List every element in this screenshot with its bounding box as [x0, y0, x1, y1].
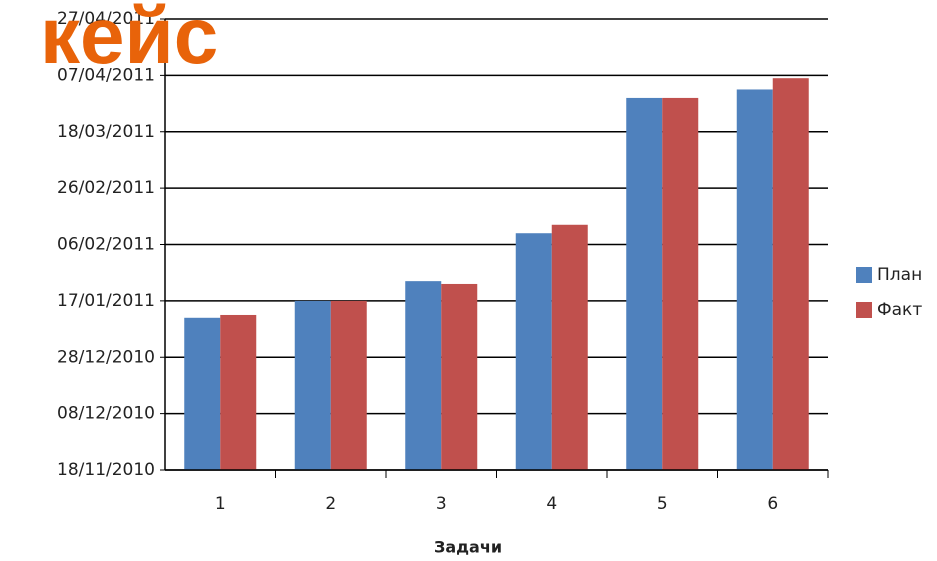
y-tick-label: 07/04/2011	[57, 65, 155, 85]
y-tick-label: 06/02/2011	[57, 235, 155, 255]
x-tick-label: 5	[657, 494, 668, 514]
x-tick-label: 2	[325, 494, 336, 514]
legend-label: Факт	[877, 300, 922, 320]
legend-swatch	[856, 267, 872, 283]
bar	[294, 300, 331, 470]
bar	[551, 224, 588, 470]
plot-area: 18/11/2010 08/12/2010 28/12/2010 17/01/2011…	[57, 9, 922, 514]
bar	[330, 300, 367, 470]
x-tick-label: 6	[767, 494, 778, 514]
legend-label: План	[877, 265, 922, 285]
y-tick-label: 27/04/2011	[57, 9, 155, 29]
x-tick-label: 4	[546, 494, 557, 514]
legend-swatch	[856, 302, 872, 318]
y-tick-label: 26/02/2011	[57, 178, 155, 198]
y-tick-label: 18/11/2010	[57, 460, 155, 480]
bar	[662, 97, 699, 471]
chart-title: кейс	[40, 0, 218, 80]
y-tick-label: 18/03/2011	[57, 122, 155, 142]
x-tick-label: 3	[436, 494, 447, 514]
bar	[626, 97, 663, 471]
bar	[405, 281, 442, 470]
y-tick-label: 17/01/2011	[57, 291, 155, 311]
bar	[184, 317, 221, 470]
y-tick-label: 08/12/2010	[57, 404, 155, 424]
y-tick-label: 28/12/2010	[57, 347, 155, 367]
x-tick-label: 1	[215, 494, 226, 514]
x-axis-title: Задачи	[434, 538, 502, 557]
bar	[441, 283, 478, 470]
bar	[772, 78, 809, 470]
bar	[515, 233, 552, 470]
bar	[220, 314, 257, 470]
bar	[736, 89, 773, 470]
